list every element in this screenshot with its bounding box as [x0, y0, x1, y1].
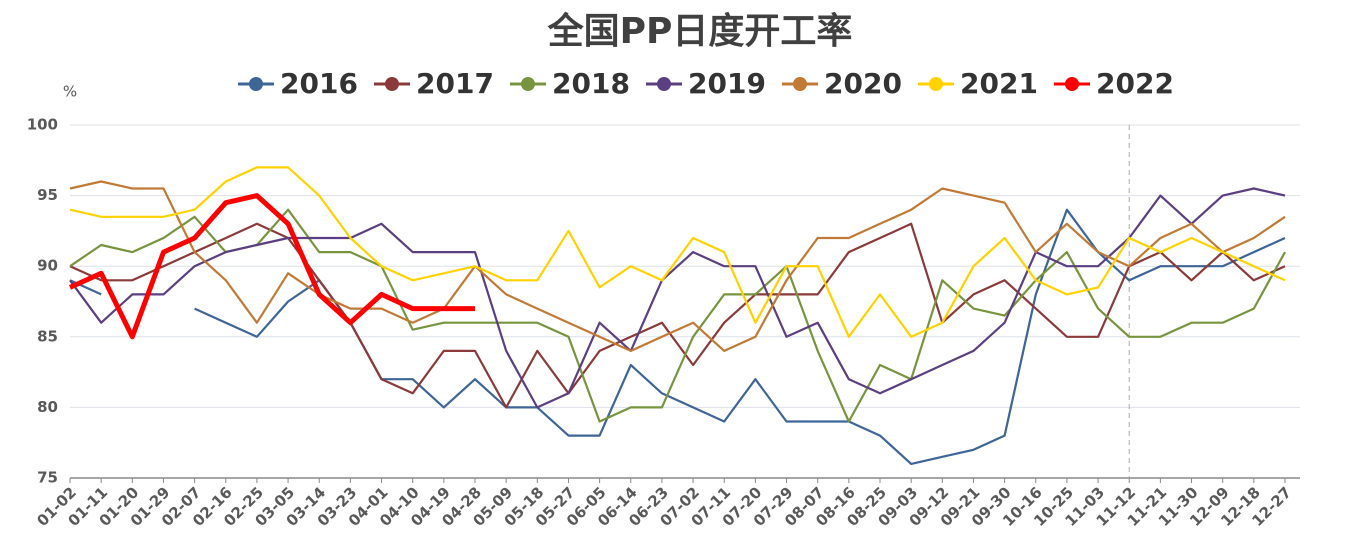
- legend-item: 2019: [646, 67, 766, 100]
- legend-label: 2018: [552, 67, 630, 100]
- series-line: [69, 166, 1286, 338]
- legend-marker: [385, 77, 399, 91]
- legend-marker: [657, 77, 671, 91]
- y-tick-label: 95: [37, 186, 58, 204]
- legend-item: 2017: [374, 67, 494, 100]
- legend-marker: [929, 77, 943, 91]
- legend-marker: [793, 77, 807, 91]
- series-line: [69, 187, 1286, 409]
- legend-label: 2019: [688, 67, 766, 100]
- y-tick-label: 75: [37, 469, 58, 487]
- legend-item: 2021: [918, 67, 1038, 100]
- y-tick-label: 85: [37, 327, 58, 345]
- legend-item: 2016: [238, 67, 358, 100]
- legend-label: 2017: [416, 67, 494, 100]
- y-tick-label: 100: [27, 116, 58, 134]
- legend-marker: [1065, 77, 1079, 91]
- legend-label: 2022: [1096, 67, 1174, 100]
- legend-item: 2020: [782, 67, 902, 100]
- series-line: [69, 208, 1286, 423]
- legend-marker: [521, 77, 535, 91]
- series-line: [69, 180, 1286, 352]
- legend-item: 2022: [1054, 67, 1174, 100]
- y-tick-label: 80: [37, 398, 58, 416]
- legend-item: 2018: [510, 67, 630, 100]
- chart-title: 全国PP日度开工率: [547, 10, 853, 52]
- y-tick-label: 90: [37, 257, 58, 275]
- y-unit: %: [63, 83, 77, 101]
- legend-label: 2016: [280, 67, 358, 100]
- legend-marker: [249, 77, 263, 91]
- legend-label: 2020: [824, 67, 902, 100]
- series-line: [69, 222, 1286, 409]
- legend-label: 2021: [960, 67, 1038, 100]
- series-line: [68, 193, 475, 340]
